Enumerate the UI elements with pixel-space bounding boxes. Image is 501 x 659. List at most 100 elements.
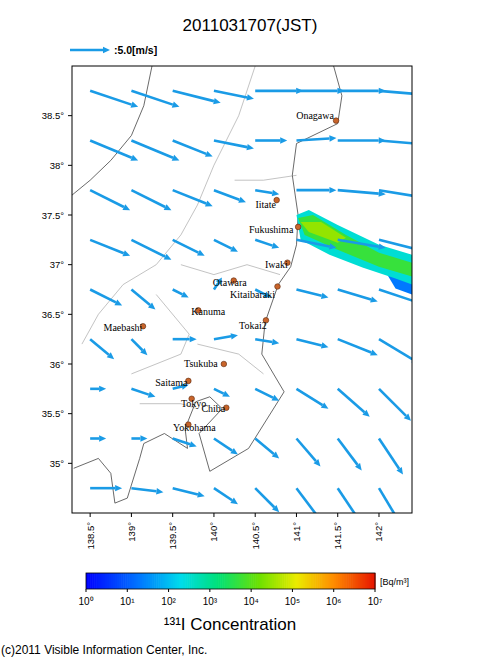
wind-arrow <box>214 240 238 252</box>
map-figure: 2011031707(JST)OnagawaIitateFukushimaIwa… <box>0 0 501 659</box>
wind-arrow <box>296 240 336 250</box>
colorbar-tick <box>127 589 128 592</box>
wind-arrow <box>173 240 205 256</box>
wind-arrow <box>255 439 279 459</box>
colorbar-unit: [Bq/m³] <box>380 577 409 587</box>
y-tick-label: 38° <box>50 160 65 171</box>
wind-arrow <box>379 439 403 475</box>
site-label: Saitama <box>155 377 188 388</box>
site-label: Iwaki <box>265 259 288 270</box>
wind-arrow <box>131 91 179 108</box>
y-tick <box>68 115 72 116</box>
wind-arrow <box>173 290 189 298</box>
wind-arrow <box>131 339 147 355</box>
site-label: Tsukuba <box>184 358 218 369</box>
site-dot <box>221 361 227 367</box>
y-tick <box>68 165 72 166</box>
wind-arrow <box>214 91 254 101</box>
wind-arrow <box>214 439 238 455</box>
site-dot <box>295 224 301 230</box>
wind-arrow <box>90 435 106 441</box>
coastline <box>72 66 152 195</box>
colorbar-tick <box>251 589 252 592</box>
x-tick <box>378 513 379 517</box>
wind-arrow <box>338 137 386 143</box>
wind-arrow <box>255 137 287 143</box>
x-tick-label: 140.5° <box>250 522 261 550</box>
wind-arrow <box>338 290 378 303</box>
border <box>235 175 297 180</box>
x-tick <box>131 513 132 517</box>
wind-arrow <box>131 190 171 210</box>
site-label: Chiba <box>201 403 225 414</box>
wind-arrow <box>214 141 254 151</box>
wind-arrow <box>296 290 328 299</box>
wind-arrow <box>131 389 155 398</box>
y-tick <box>68 215 72 216</box>
wind-arrow <box>173 141 213 157</box>
wind-arrow <box>338 88 386 94</box>
x-tick <box>296 513 297 517</box>
wind-arrow <box>255 240 279 249</box>
wind-arrow <box>131 435 147 441</box>
wind-arrow <box>379 240 412 253</box>
x-tick <box>213 513 214 517</box>
wind-arrow <box>379 339 412 363</box>
wind-arrow <box>338 240 386 250</box>
wind-arrow <box>338 339 378 355</box>
wind-arrow <box>296 439 320 467</box>
x-tick <box>172 513 173 517</box>
wind-arrow <box>379 141 412 148</box>
site-label: Onagawa <box>296 110 334 121</box>
wind-arrow <box>131 141 179 161</box>
wind-arrow <box>131 488 163 494</box>
plot-frame <box>72 66 412 513</box>
sites: OnagawaIitateFukushimaIwakiOtawaraKitaib… <box>104 110 339 433</box>
y-tick <box>68 364 72 365</box>
site-label: Fukushima <box>249 224 294 235</box>
wind-arrow <box>90 141 138 161</box>
plume-cell <box>298 215 412 277</box>
site-label: Maebashi <box>104 322 143 333</box>
colorbar-tick <box>168 589 169 592</box>
wind-arrow <box>255 190 279 196</box>
wind-arrow <box>131 290 155 310</box>
border <box>82 66 255 344</box>
wind-arrow <box>296 339 328 348</box>
wind-arrow <box>214 333 238 339</box>
x-tick-label: 140° <box>208 522 219 542</box>
x-tick-label: 142° <box>373 522 384 542</box>
colorbar-tick <box>375 589 376 592</box>
wind-arrow <box>296 488 320 513</box>
wind-arrow <box>296 135 336 141</box>
colorbar-label: ¹³¹I Concentration <box>164 615 296 634</box>
x-tick-label: 139.5° <box>167 522 178 550</box>
site-label: Otawara <box>213 277 247 288</box>
y-tick-label: 38.5° <box>42 110 64 121</box>
colorbar-tick-label: 10⁴ <box>243 596 258 607</box>
x-tick-label: 138.5° <box>85 522 96 550</box>
x-tick <box>255 513 256 517</box>
wind-arrow <box>131 240 171 260</box>
wind-arrow <box>214 488 238 504</box>
wind-arrow <box>296 389 328 409</box>
x-tick <box>337 513 338 517</box>
wind-arrow <box>338 190 386 197</box>
colorbar-tick <box>333 589 334 592</box>
wind-arrow <box>255 339 279 345</box>
x-tick-label: 141° <box>291 522 302 542</box>
site-dot <box>333 118 339 124</box>
colorbar-tick-label: 10⁰ <box>78 596 93 607</box>
x-tick <box>90 513 91 517</box>
wind-arrow <box>379 488 403 513</box>
wind-arrow <box>338 488 362 513</box>
wind-arrow <box>214 389 230 397</box>
site-label: Kitaibaraki <box>230 289 275 300</box>
colorbar-tick-label: 10⁷ <box>368 596 383 607</box>
wind-arrow <box>338 439 362 471</box>
colorbar-frame <box>86 573 375 589</box>
wind-arrow <box>379 290 412 307</box>
wind-arrow <box>214 190 246 203</box>
colorbar-tick-label: 10¹ <box>120 596 135 607</box>
wind-arrow <box>173 336 197 342</box>
